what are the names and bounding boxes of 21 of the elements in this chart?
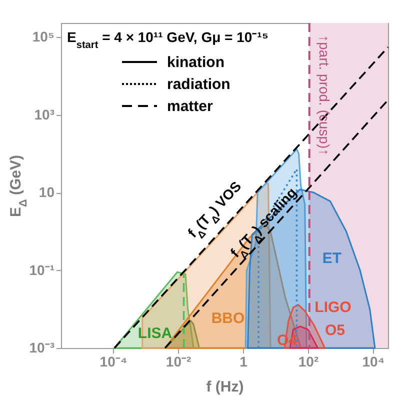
x-tick-label: 10⁴ [362,354,385,370]
y-tick-label: 10⁻³ [29,340,55,356]
annotation: O5 [324,322,346,339]
y-tick-label: 10 [38,184,55,200]
ref-line-label: ↑part. prod. (cusp)↑ [316,35,332,156]
x-tick-label: 10⁻² [166,354,192,370]
x-tick-label: 10⁻⁴ [100,354,128,370]
annotation: ET [322,250,342,267]
x-axis-title: f (Hz) [206,378,244,396]
annotation: matter [167,98,214,115]
y-tick-label: 10³ [34,106,55,122]
y-tick-label: 10⁻¹ [29,262,55,278]
annotation: BBO [211,310,245,327]
annotation: radiation [167,76,230,93]
annotation: kination [167,54,225,71]
y-tick-label: 10⁵ [32,28,54,45]
x-tick-label: 10² [298,354,319,370]
x-tick-label: 1 [240,354,248,370]
annotation: LIGO [314,299,352,316]
annotation: LISA [138,325,172,342]
text: E$_{start}$ = 4 × 10¹¹ GeV, Gμ = 10⁻¹⁵ [67,29,268,50]
